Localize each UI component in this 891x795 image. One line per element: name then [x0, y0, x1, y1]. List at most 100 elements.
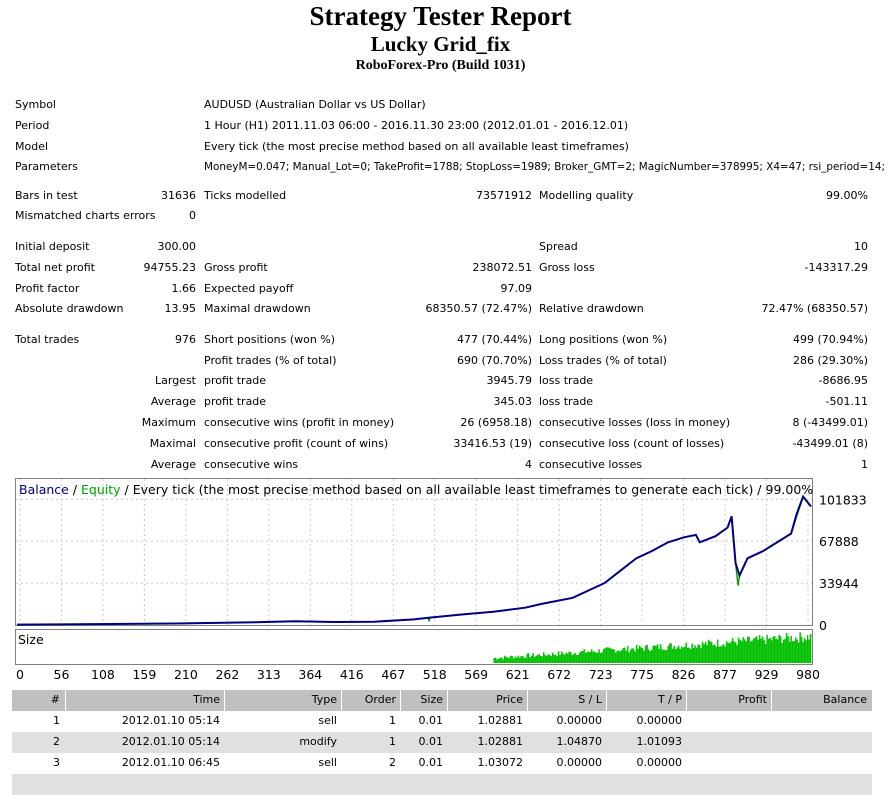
cell-tp: 1.01093 — [636, 735, 683, 748]
size-bar — [514, 656, 516, 663]
avglosses-value: 1 — [861, 458, 868, 471]
size-bar — [724, 646, 726, 663]
server-build: RoboForex-Pro (Build 1031) — [355, 58, 526, 73]
size-bar — [686, 647, 689, 663]
size-bar — [674, 649, 677, 663]
x-tick-label: 621 — [506, 667, 530, 682]
cell-time: 2012.01.10 05:14 — [121, 735, 220, 748]
size-bar — [539, 656, 542, 663]
average-profit-label: profit trade — [204, 395, 267, 408]
x-tick-label: 826 — [672, 667, 696, 682]
size-bar — [634, 651, 636, 663]
size-bar — [650, 649, 653, 663]
size-bar — [595, 652, 597, 663]
size-bar — [694, 645, 696, 663]
size-bar — [521, 656, 524, 663]
header-num: # — [50, 693, 60, 706]
cell-time: 2012.01.10 05:14 — [121, 714, 220, 727]
size-bar — [742, 637, 744, 663]
size-bar — [656, 644, 659, 663]
size-bar — [715, 646, 717, 663]
size-bar — [665, 650, 668, 663]
size-bar — [772, 636, 774, 663]
reldd-label: Relative drawdown — [539, 302, 644, 315]
size-bar — [635, 644, 638, 663]
size-bar — [688, 647, 690, 663]
table-row — [12, 774, 872, 795]
size-bar — [668, 643, 671, 663]
spread-value: 10 — [854, 240, 868, 253]
cell-price: 1.02881 — [477, 735, 524, 748]
average-label: Average — [150, 395, 196, 408]
size-bar — [784, 638, 786, 663]
size-bar — [545, 655, 548, 663]
size-bar — [572, 654, 575, 663]
table-row: 3 2012.01.10 06:45 sell 2 0.01 1.03072 0.00000… — [12, 753, 872, 774]
size-bar — [743, 639, 746, 663]
size-bar — [500, 657, 503, 663]
netprofit-value: 94755.23 — [143, 261, 197, 274]
size-bar — [794, 637, 797, 663]
average-loss-label: loss trade — [539, 395, 594, 408]
header-time: Time — [193, 693, 220, 706]
reldd-value: 72.47% (68350.57) — [761, 302, 868, 315]
size-bar — [598, 649, 600, 663]
column-separator — [224, 690, 225, 711]
size-bar — [730, 641, 732, 663]
size-bar — [631, 648, 633, 663]
size-bar — [574, 652, 576, 663]
ticks-label: Ticks modelled — [204, 189, 287, 202]
size-bar — [550, 656, 552, 663]
maxloss-label: consecutive loss (count of losses) — [539, 437, 725, 450]
cell-order: 2 — [389, 756, 396, 769]
size-bar — [562, 653, 564, 663]
main-plot-frame — [15, 478, 813, 626]
size-bar — [700, 648, 702, 663]
grossloss-label: Gross loss — [539, 261, 595, 274]
size-bar — [604, 648, 606, 663]
table-row: 1 2012.01.10 05:14 sell 1 0.01 1.02881 0.00000… — [12, 711, 872, 732]
size-bar — [499, 657, 501, 663]
size-bar — [704, 641, 707, 663]
ticks-value: 73571912 — [476, 189, 532, 202]
parameters-value: MoneyM=0.047; Manual_Lot=0; TakeProfit=1… — [204, 161, 885, 173]
size-label: Size — [18, 632, 44, 647]
size-bar — [719, 646, 722, 663]
size-bar — [614, 653, 617, 663]
size-bar — [778, 634, 780, 663]
size-bar — [655, 645, 657, 663]
x-tick-label: 569 — [464, 667, 488, 682]
header-price: Price — [496, 693, 523, 706]
x-tick-label: 877 — [713, 667, 737, 682]
x-tick-label: 672 — [547, 667, 571, 682]
size-bar — [764, 643, 767, 663]
size-bar — [662, 650, 665, 663]
x-tick-label: 313 — [257, 667, 281, 682]
size-bar — [599, 653, 602, 663]
size-bar — [637, 648, 639, 663]
avglosses-label: consecutive losses — [539, 458, 643, 471]
size-bar — [544, 654, 546, 663]
cell-time: 2012.01.10 06:45 — [121, 756, 220, 769]
maxloss-value: -43499.01 (8) — [792, 437, 868, 450]
size-bar — [802, 642, 804, 663]
header-order: Order — [364, 693, 396, 706]
size-bar — [712, 645, 714, 663]
size-bar — [596, 652, 599, 663]
profittrades-value: 690 (70.70%) — [456, 354, 532, 367]
size-bars — [493, 632, 812, 663]
mismatch-value: 0 — [189, 209, 196, 222]
size-bar — [682, 647, 684, 663]
cell-size: 0.01 — [418, 756, 444, 769]
grossprofit-value: 238072.51 — [472, 261, 533, 274]
size-bar — [653, 645, 656, 663]
size-bar — [728, 643, 731, 663]
size-bar — [685, 642, 687, 663]
size-bar — [638, 645, 641, 663]
size-bar — [698, 644, 701, 663]
size-bar — [739, 639, 741, 663]
legend-description: / Every tick (the most precise method ba… — [121, 482, 814, 497]
x-tick-label: 262 — [215, 667, 239, 682]
cell-type: modify — [299, 735, 337, 748]
size-bar — [763, 640, 765, 663]
